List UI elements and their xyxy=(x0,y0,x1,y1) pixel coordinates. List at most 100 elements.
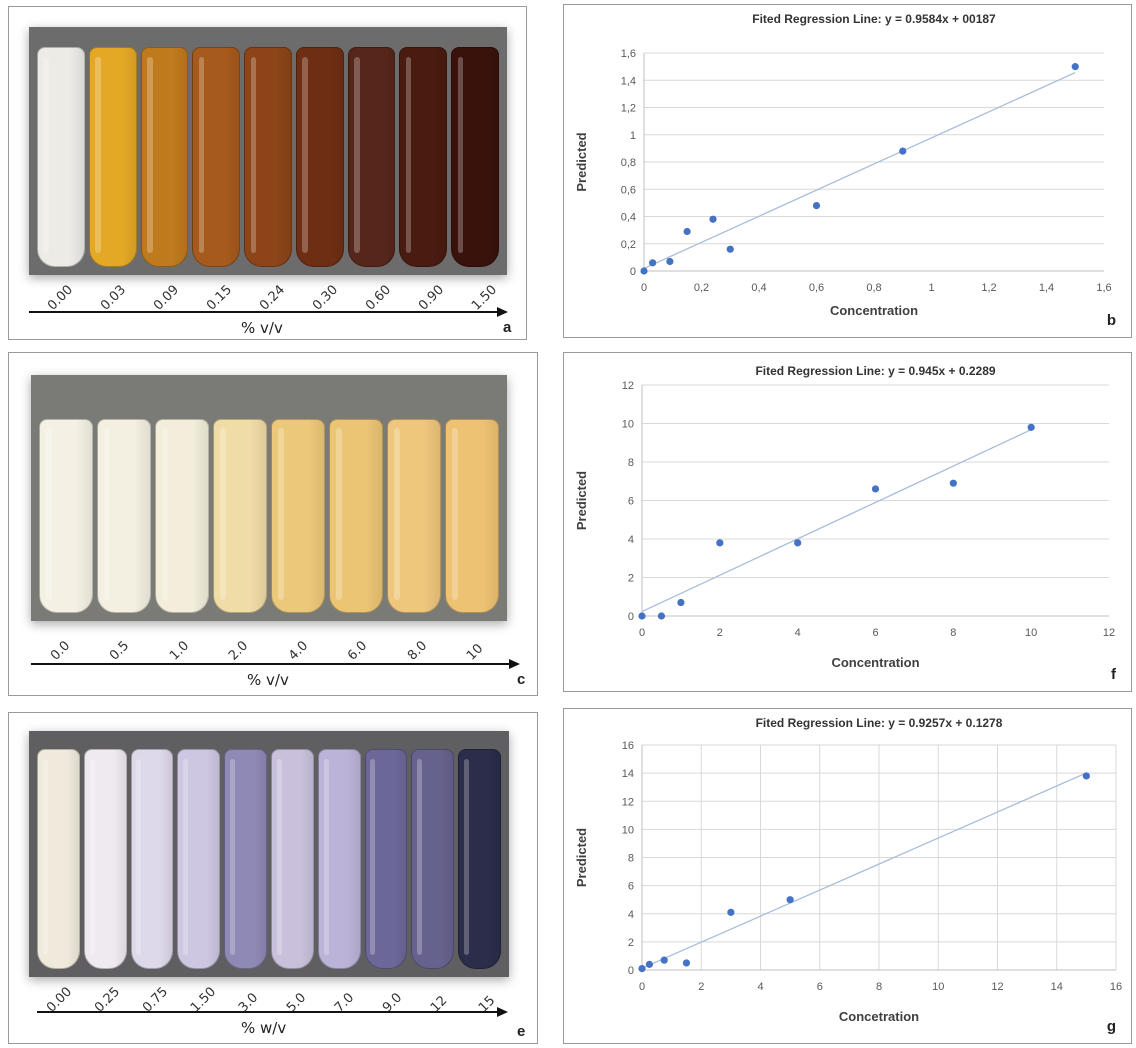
tube-a-0 xyxy=(37,47,85,267)
x-tick-label: 1 xyxy=(928,282,934,294)
tube-c-0 xyxy=(39,419,93,613)
x-tick-label: 0,8 xyxy=(866,282,881,294)
tube-a-3 xyxy=(192,47,241,267)
y-tick-label: 4 xyxy=(628,534,634,546)
data-point xyxy=(1082,772,1090,780)
y-tick-label: 1 xyxy=(630,130,636,142)
y-axis-label: Predicted xyxy=(574,828,589,887)
concentration-tick: 0.30 xyxy=(310,282,342,314)
y-axis-label: Predicted xyxy=(574,471,589,530)
tube-c-6 xyxy=(387,419,441,613)
x-tick-label: 2 xyxy=(717,627,723,639)
data-point xyxy=(638,612,646,620)
panel-label-c: c xyxy=(517,671,526,688)
y-tick-label: 12 xyxy=(622,380,634,392)
x-tick-label: 0 xyxy=(639,627,645,639)
y-tick-label: 0 xyxy=(628,965,634,977)
tube-e-3 xyxy=(177,749,221,969)
x-tick-label: 6 xyxy=(872,627,878,639)
photo-panel-e: 0.00 0.25 0.75 1.50 3.0 5.0 7.0 9.0 12 15 % w/v e xyxy=(8,712,538,1044)
regression-line xyxy=(643,71,1076,270)
unit-label-c: % v/v xyxy=(247,671,289,689)
data-point xyxy=(794,539,802,547)
data-point xyxy=(640,267,648,275)
scatter-chart-f: 0 2 4 6 8 10 12 0 2 4 6 8 10 12 Fited Regression Line:… xyxy=(574,364,1117,683)
y-tick-label: 0 xyxy=(630,266,636,278)
data-point xyxy=(649,259,657,267)
tube-photo-e xyxy=(29,731,509,977)
data-point xyxy=(657,612,666,620)
unit-label-a: % v/v xyxy=(241,319,283,337)
y-tick-label: 2 xyxy=(628,573,634,585)
concentration-tick: 1.50 xyxy=(469,282,501,314)
y-tick-label: 12 xyxy=(622,796,634,808)
data-point xyxy=(899,147,907,155)
y-tick-label: 14 xyxy=(622,768,634,780)
x-tick-label: 12 xyxy=(1103,627,1115,639)
concentration-tick: 0.5 xyxy=(107,638,133,664)
x-tick-label: 14 xyxy=(1051,981,1063,993)
tube-e-8 xyxy=(411,749,455,969)
data-point xyxy=(726,245,734,253)
tube-e-9 xyxy=(458,749,501,969)
photo-panel-c: 0.0 0.5 1.0 2.0 4.0 6.0 8.0 10 % v/v c xyxy=(8,352,538,696)
concentration-tick: 0.24 xyxy=(257,282,289,314)
panel-label-a: a xyxy=(503,319,512,336)
data-point xyxy=(709,215,717,223)
tube-e-0 xyxy=(37,749,80,969)
x-tick-label: 0,2 xyxy=(694,282,709,294)
x-tick-label: 8 xyxy=(950,627,956,639)
tube-e-5 xyxy=(270,749,314,969)
tube-a-7 xyxy=(399,47,448,267)
y-tick-label: 0,6 xyxy=(621,184,636,196)
panel-label: f xyxy=(1111,666,1117,683)
photo-panel-a: 0.00 0.03 0.09 0.15 0.24 0.30 0.60 0.90 1.50 % v… xyxy=(8,6,527,340)
y-tick-label: 4 xyxy=(628,909,634,921)
regression-line xyxy=(641,429,1032,613)
concentration-tick: 0.03 xyxy=(97,282,129,314)
tube-e-4 xyxy=(224,749,267,969)
data-point xyxy=(638,964,646,973)
concentration-tick: 4.0 xyxy=(285,638,311,664)
chart-panel-g: 0 2 4 6 8 10 12 14 16 0 2 4 6 8 10 12 14 16 Fited Regressi… xyxy=(563,708,1132,1044)
x-axis-label: Concentration xyxy=(830,303,918,318)
arrow-head-a xyxy=(497,307,508,317)
chart-panel-f: 0 2 4 6 8 10 12 0 2 4 6 8 10 12 Fited Regression Line:… xyxy=(563,352,1132,692)
panel-label-e: e xyxy=(517,1023,526,1040)
data-point xyxy=(677,598,685,607)
concentration-tick: 0.00 xyxy=(44,282,76,314)
y-tick-label: 6 xyxy=(628,496,634,508)
arrow-a xyxy=(29,311,501,313)
x-tick-label: 4 xyxy=(795,627,801,639)
y-tick-label: 2 xyxy=(628,937,634,949)
arrow-head-e xyxy=(497,1007,508,1017)
tube-photo-a xyxy=(29,27,507,275)
data-point xyxy=(812,202,821,210)
y-axis-label: Predicted xyxy=(574,132,589,191)
y-tick-label: 10 xyxy=(622,824,634,836)
x-tick-label: 2 xyxy=(698,981,704,993)
data-point xyxy=(716,539,724,547)
scatter-chart-g: 0 2 4 6 8 10 12 14 16 0 2 4 6 8 10 12 14 16 Fited Regressi… xyxy=(574,716,1122,1035)
arrow-c xyxy=(31,663,513,665)
tube-a-6 xyxy=(347,47,396,267)
y-tick-label: 0,2 xyxy=(621,239,636,251)
data-point xyxy=(727,908,735,916)
x-tick-label: 1,4 xyxy=(1039,282,1054,294)
unit-label-e: % w/v xyxy=(241,1019,287,1037)
tube-e-2 xyxy=(130,749,174,969)
x-tick-label: 6 xyxy=(817,981,823,993)
concentration-tick: 10 xyxy=(464,641,487,664)
x-tick-label: 4 xyxy=(757,981,763,993)
arrow-head-c xyxy=(509,659,520,669)
concentration-tick: 0.09 xyxy=(150,282,182,314)
tube-photo-c xyxy=(31,375,507,621)
tube-c-3 xyxy=(213,419,267,613)
x-tick-label: 0 xyxy=(641,282,647,294)
x-tick-label: 10 xyxy=(1025,627,1037,639)
tube-row-a xyxy=(29,27,507,275)
x-tick-label: 8 xyxy=(876,981,882,993)
concentration-tick: 0.0 xyxy=(47,638,73,664)
x-tick-label: 0 xyxy=(639,981,645,993)
concentration-tick: 0.60 xyxy=(363,282,395,314)
